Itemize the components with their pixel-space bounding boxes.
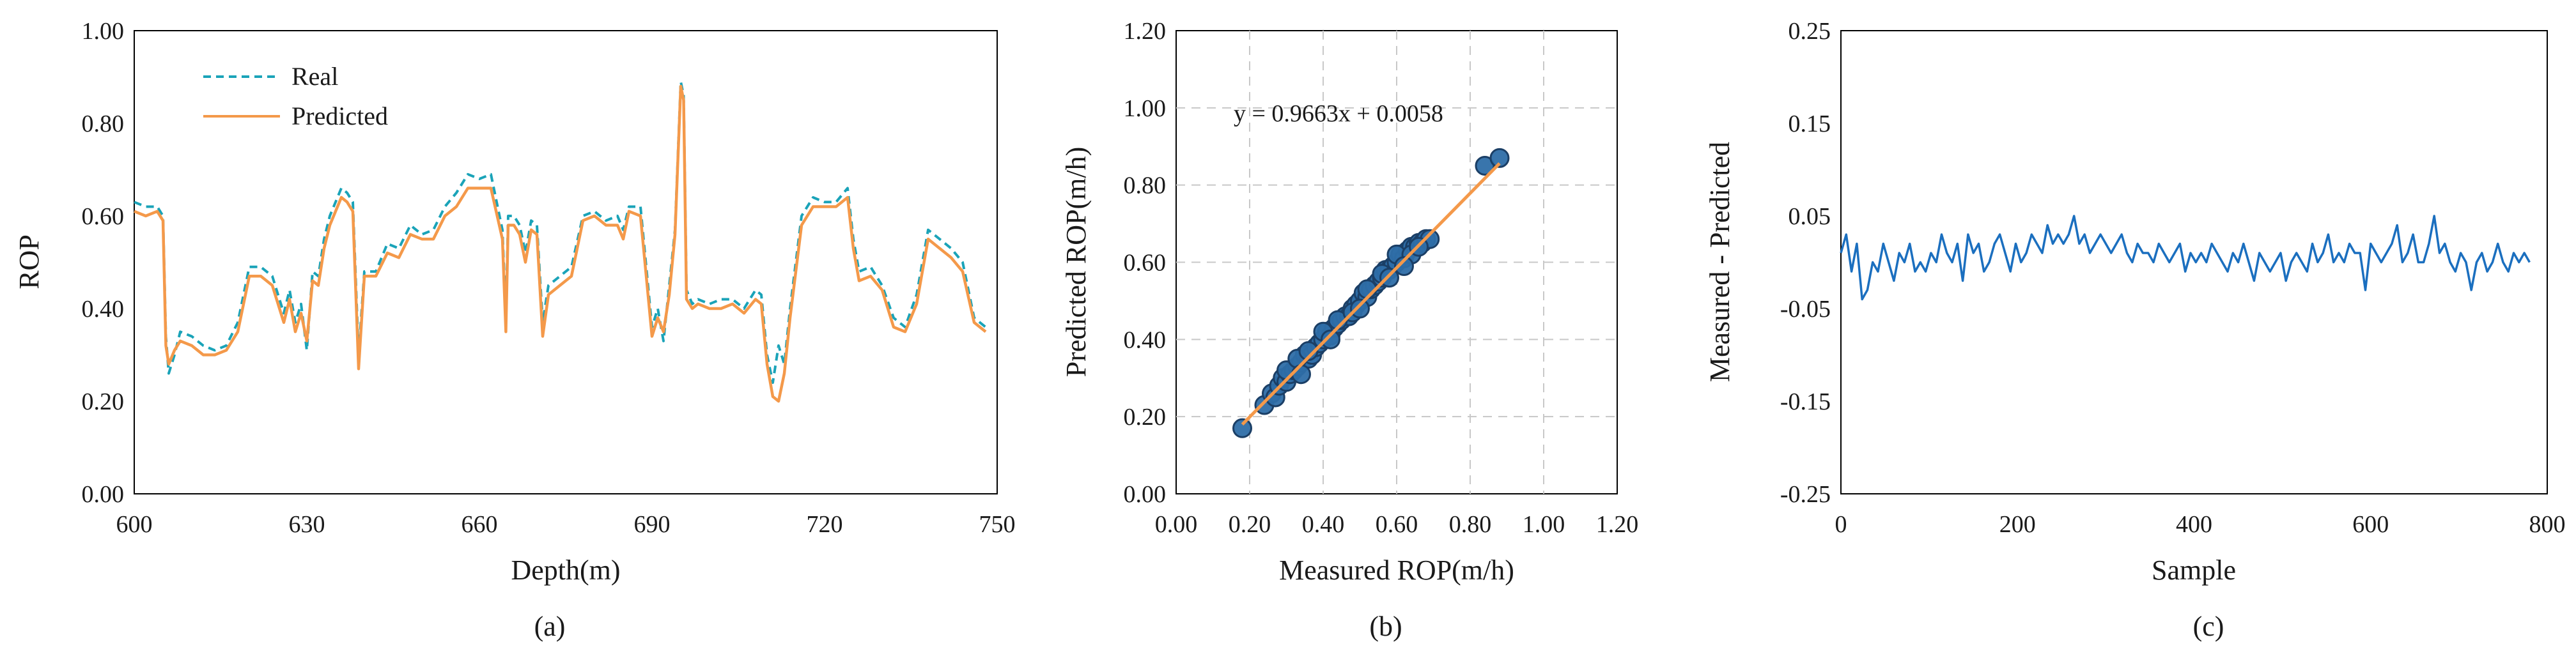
y-tick-label-c: 0.25 bbox=[1788, 18, 1831, 45]
x-axis-label-b: Measured ROP(m/h) bbox=[1279, 555, 1514, 586]
panel-label-b: (b) bbox=[1369, 611, 1402, 642]
x-tick-label-a: 750 bbox=[979, 511, 1016, 538]
x-tick-label-a: 630 bbox=[289, 511, 325, 538]
y-axis-label-b: Predicted ROP(m/h) bbox=[1060, 147, 1092, 378]
series-c bbox=[1840, 215, 2531, 301]
chart-panel-a: 0.00 0.20 0.40 0.60 0.80 1.00 600 630 660 690 720… bbox=[13, 18, 1016, 642]
series-line-predicted bbox=[134, 84, 987, 403]
y-tick-label-a: 0.00 bbox=[82, 481, 125, 508]
chart-panel-c: -0.25 -0.15 -0.05 0.05 0.15 0.25 0 200 400 600 80… bbox=[1704, 18, 2566, 642]
y-tick-label-b: 0.00 bbox=[1124, 481, 1167, 508]
x-tick-label-c: 400 bbox=[2176, 511, 2212, 538]
x-tick-label-a: 600 bbox=[116, 511, 153, 538]
scatter-point bbox=[1232, 418, 1252, 438]
x-ticks-c: 0 200 400 600 800 bbox=[1835, 511, 2566, 538]
panel-label-a: (a) bbox=[534, 611, 566, 642]
y-tick-label-b: 0.80 bbox=[1124, 172, 1167, 199]
x-tick-label-b: 0.40 bbox=[1302, 511, 1345, 538]
x-tick-label-c: 200 bbox=[1999, 511, 2036, 538]
x-tick-label-b: 0.00 bbox=[1155, 511, 1198, 538]
y-tick-label-b: 0.60 bbox=[1124, 250, 1167, 277]
y-tick-label-b: 0.40 bbox=[1124, 326, 1167, 353]
x-tick-label-b: 1.20 bbox=[1596, 511, 1639, 538]
y-tick-label-c: 0.05 bbox=[1788, 203, 1831, 230]
y-tick-label-a: 1.00 bbox=[82, 18, 125, 45]
y-tick-label-b: 1.00 bbox=[1124, 95, 1167, 122]
x-tick-label-a: 720 bbox=[807, 511, 843, 538]
x-tick-label-b: 0.60 bbox=[1376, 511, 1418, 538]
series-line-residual bbox=[1840, 215, 2531, 301]
y-tick-label-c: -0.05 bbox=[1780, 296, 1831, 323]
trendline-equation: y = 0.9663x + 0.0058 bbox=[1234, 100, 1443, 127]
legend-label-real: Real bbox=[291, 62, 338, 91]
y-ticks-c: -0.25 -0.15 -0.05 0.05 0.15 0.25 bbox=[1780, 18, 1831, 508]
x-tick-label-a: 690 bbox=[634, 511, 671, 538]
y-tick-label-b: 0.20 bbox=[1124, 404, 1167, 431]
scatter-point bbox=[1298, 340, 1319, 361]
x-axis-label-c: Sample bbox=[2152, 555, 2236, 586]
series-line-real bbox=[134, 80, 987, 384]
y-tick-label-c: -0.25 bbox=[1780, 481, 1831, 508]
panel-label-c: (c) bbox=[2193, 611, 2224, 642]
scatter-point bbox=[1394, 256, 1414, 277]
trendline bbox=[1241, 162, 1501, 426]
x-tick-label-a: 660 bbox=[462, 511, 498, 538]
x-tick-label-b: 0.20 bbox=[1229, 511, 1271, 538]
scatter-point bbox=[1379, 268, 1399, 288]
y-axis-label-a: ROP bbox=[13, 234, 45, 289]
x-tick-label-b: 0.80 bbox=[1449, 511, 1492, 538]
scatter-point bbox=[1291, 364, 1311, 385]
legend-label-predicted: Predicted bbox=[291, 102, 388, 130]
scatter-point bbox=[1489, 148, 1510, 168]
x-tick-label-c: 600 bbox=[2352, 511, 2389, 538]
x-tick-label-c: 800 bbox=[2529, 511, 2566, 538]
scatter-point bbox=[1321, 329, 1340, 349]
y-ticks-b: 0.00 0.20 0.40 0.60 0.80 1.00 1.20 bbox=[1124, 18, 1167, 508]
y-tick-label-c: 0.15 bbox=[1788, 111, 1831, 137]
legend-a: Real Predicted bbox=[203, 62, 388, 130]
y-tick-label-b: 1.20 bbox=[1124, 18, 1167, 45]
y-tick-label-a: 0.20 bbox=[82, 388, 125, 415]
x-ticks-a: 600 630 660 690 720 750 bbox=[116, 511, 1016, 538]
series-a bbox=[134, 80, 987, 403]
y-tick-label-a: 0.40 bbox=[82, 296, 125, 323]
chart-panel-b: 0.00 0.20 0.40 0.60 0.80 1.00 1.20 0.00 0.20 0.4… bbox=[1060, 18, 1638, 642]
y-tick-label-a: 0.80 bbox=[82, 111, 125, 137]
x-tick-label-b: 1.00 bbox=[1523, 511, 1565, 538]
plot-frame-c bbox=[1840, 30, 2548, 494]
y-ticks-a: 0.00 0.20 0.40 0.60 0.80 1.00 bbox=[82, 18, 125, 508]
x-tick-label-c: 0 bbox=[1835, 511, 1847, 538]
scatter-point bbox=[1350, 298, 1370, 319]
y-tick-label-a: 0.60 bbox=[82, 203, 125, 230]
x-axis-label-a: Depth(m) bbox=[511, 555, 620, 586]
y-tick-label-c: -0.15 bbox=[1780, 388, 1831, 415]
y-axis-label-c: Measured - Predicted bbox=[1704, 142, 1735, 382]
plot-frame-a bbox=[134, 30, 998, 494]
x-ticks-b: 0.00 0.20 0.40 0.60 0.80 1.00 1.20 bbox=[1155, 511, 1639, 538]
